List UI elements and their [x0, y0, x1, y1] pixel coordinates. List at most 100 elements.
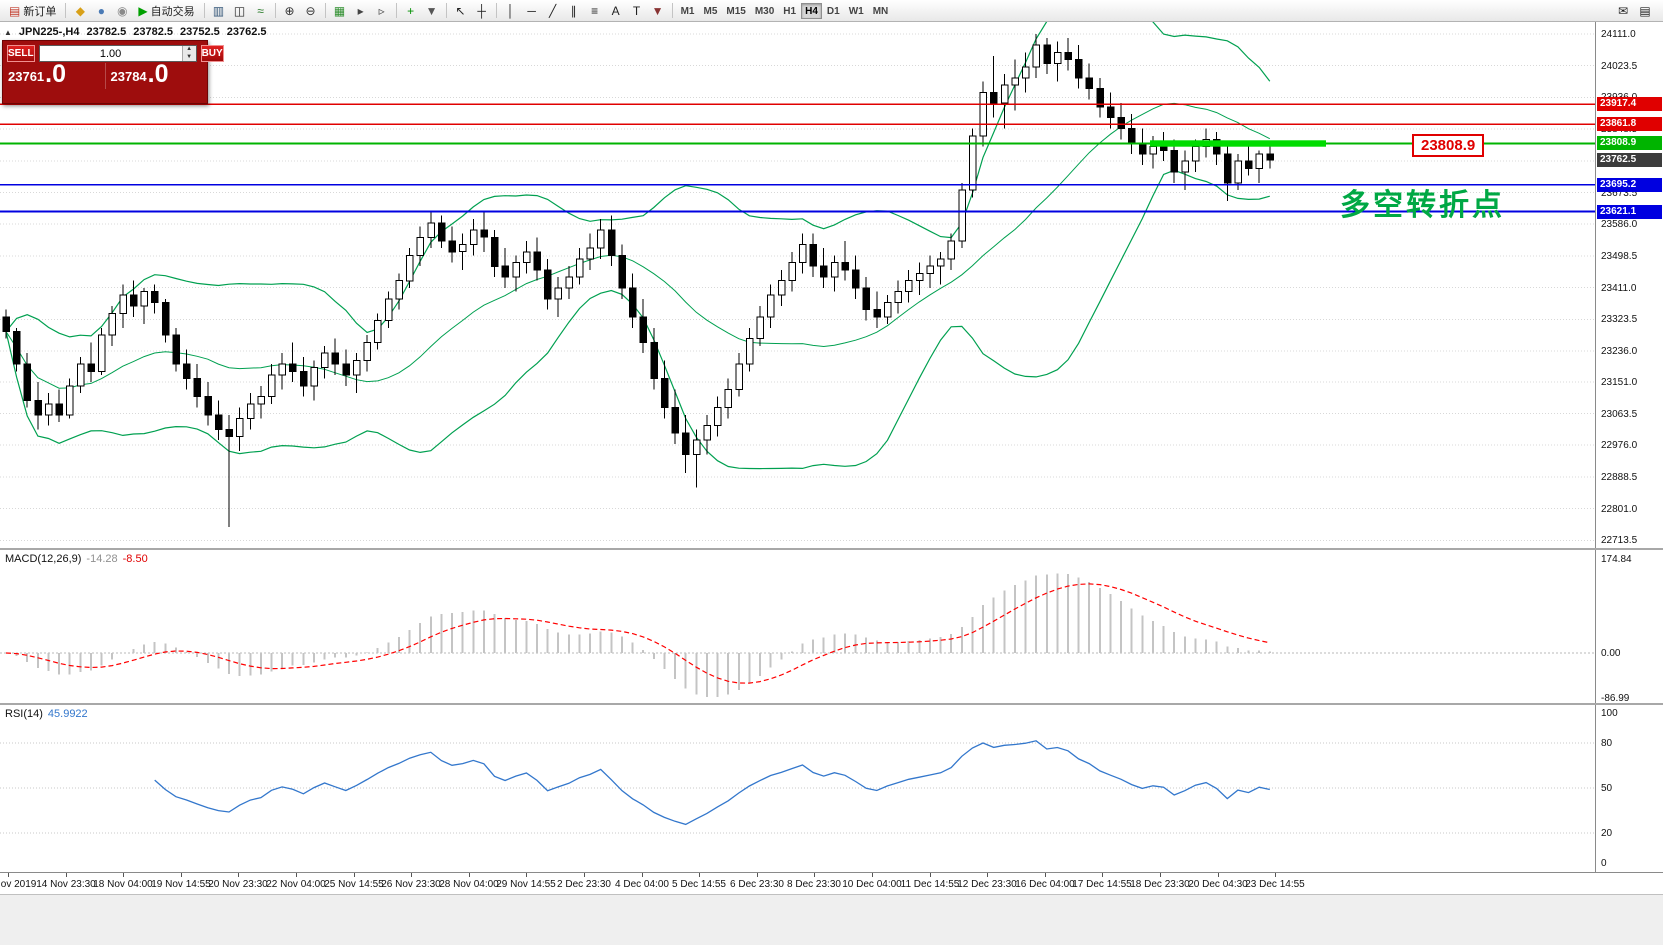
- rsi-axis-label: 50: [1601, 783, 1613, 794]
- print-button[interactable]: ▤: [1635, 2, 1655, 20]
- price-tag: 23695.2: [1597, 178, 1662, 192]
- timeframe-d1-button[interactable]: D1: [823, 3, 844, 19]
- chart-symbol-info: ▲ JPN225-,H4 23782.5 23782.5 23752.5 237…: [4, 26, 267, 38]
- candlestick-chart-button[interactable]: ◫: [230, 2, 250, 20]
- macd-histogram: [15, 573, 1271, 698]
- macd-axis-label: 174.84: [1601, 554, 1632, 565]
- time-axis-label: 11 Dec 14:55: [900, 879, 960, 890]
- time-axis-tick: [296, 873, 297, 877]
- timeframe-mn-button[interactable]: MN: [869, 3, 893, 19]
- cursor-button[interactable]: ↖: [451, 2, 471, 20]
- time-axis-tick: [526, 873, 527, 877]
- trendline-button[interactable]: ╱: [543, 2, 563, 20]
- time-axis-tick: [584, 873, 585, 877]
- ohlc-high: 23782.5: [133, 26, 173, 38]
- horizontal-line-button[interactable]: ─: [522, 2, 542, 20]
- time-axis-tick: [8, 873, 9, 877]
- timeframe-m15-button[interactable]: M15: [722, 3, 749, 19]
- ohlc-low: 23752.5: [180, 26, 220, 38]
- fibonacci-button[interactable]: ≡: [585, 2, 605, 20]
- timeframe-w1-button[interactable]: W1: [845, 3, 868, 19]
- rsi-axis-label: 80: [1601, 738, 1613, 749]
- indicators-button[interactable]: +: [401, 2, 421, 20]
- macd-axis-label: 0.00: [1601, 648, 1621, 659]
- macd-axis[interactable]: 174.84 0.00 -86.99: [1595, 550, 1663, 703]
- panel-splitter[interactable]: [0, 548, 1663, 550]
- price-axis-label: 22888.5: [1601, 472, 1638, 483]
- arrows-button[interactable]: ▼: [648, 2, 668, 20]
- text-label-button[interactable]: T: [627, 2, 647, 20]
- sell-button[interactable]: SELL: [7, 45, 35, 62]
- templates-button[interactable]: ▼: [422, 2, 442, 20]
- text-button[interactable]: A: [606, 2, 626, 20]
- zoom-in-icon: ⊕: [284, 3, 295, 18]
- price-axis-label: 23063.5: [1601, 409, 1638, 420]
- price-axis-label: 23411.0: [1601, 283, 1637, 294]
- candles-layer: [2, 34, 1274, 528]
- buy-price[interactable]: 23784 .0: [104, 62, 208, 89]
- timeframe-h1-button[interactable]: H1: [779, 3, 800, 19]
- ohlc-open: 23782.5: [86, 26, 127, 38]
- time-axis-label: 29 Nov 14:55: [496, 879, 556, 890]
- rsi-axis-label: 0: [1601, 858, 1607, 869]
- auto-scroll-button[interactable]: ▸: [351, 2, 371, 20]
- channel-button[interactable]: ∥: [564, 2, 584, 20]
- zoom-in-button[interactable]: ⊕: [280, 2, 300, 20]
- rsi-label: RSI(14) 45.9922: [5, 708, 88, 720]
- zoom-out-icon: ⊖: [305, 3, 316, 18]
- toolbar-separator: [65, 3, 67, 18]
- bar-chart-button[interactable]: ▥: [209, 2, 229, 20]
- text-label-icon: T: [632, 3, 641, 18]
- time-axis-label: 17 Dec 14:55: [1072, 879, 1132, 890]
- volume-input[interactable]: [39, 46, 182, 61]
- chart-annotation-text[interactable]: 多空转折点: [1340, 189, 1505, 222]
- new-order-button[interactable]: ▤ 新订单: [4, 2, 61, 20]
- volume-down-button[interactable]: ▼: [182, 53, 196, 61]
- time-axis-label: 23 Dec 14:55: [1245, 879, 1305, 890]
- sound-button[interactable]: ◉: [112, 2, 132, 20]
- time-axis-tick: [757, 873, 758, 877]
- timeframe-h4-button[interactable]: H4: [801, 2, 822, 19]
- sell-price[interactable]: 23761 .0: [3, 62, 105, 89]
- toolbar-separator: [324, 3, 326, 18]
- chart-shift-button[interactable]: ▹: [372, 2, 392, 20]
- auto-trading-button[interactable]: ▶ 自动交易: [133, 2, 199, 20]
- time-axis-tick: [238, 873, 239, 877]
- macd-canvas[interactable]: [0, 550, 1595, 703]
- indicators-icon: +: [407, 3, 415, 18]
- tile-windows-button[interactable]: ▦: [330, 2, 350, 20]
- price-axis-label: 24023.5: [1601, 61, 1638, 72]
- time-axis-label: 28 Nov 04:00: [439, 879, 499, 890]
- price-axis[interactable]: 24111.024023.523936.023848.523761.023673…: [1595, 22, 1663, 548]
- symbol-period-label: JPN225-,H4: [18, 26, 80, 38]
- time-axis-label: 13 Nov 2019: [0, 879, 37, 890]
- rsi-axis[interactable]: 100 80 50 20 0: [1595, 705, 1663, 872]
- line-chart-button[interactable]: ≈: [251, 2, 271, 20]
- price-callout-box[interactable]: 23808.9: [1412, 134, 1485, 157]
- profile-button[interactable]: ●: [91, 2, 111, 20]
- rsi-panel: 100 80 50 20 0 RSI(14) 45.9922: [0, 705, 1663, 872]
- zoom-out-button[interactable]: ⊖: [301, 2, 321, 20]
- panel-splitter[interactable]: [0, 703, 1663, 705]
- macd-signal-line: [5, 583, 1270, 684]
- timeframe-m1-button[interactable]: M1: [677, 3, 699, 19]
- highlight-trendline[interactable]: [1150, 140, 1326, 147]
- timeframe-m30-button[interactable]: M30: [751, 3, 778, 19]
- volume-spinners: ▲ ▼: [181, 46, 196, 61]
- vertical-line-button[interactable]: │: [501, 2, 521, 20]
- time-axis-tick: [642, 873, 643, 877]
- mail-button[interactable]: ✉: [1613, 2, 1633, 20]
- favorites-button[interactable]: ◆: [70, 2, 90, 20]
- main-chart-canvas[interactable]: [0, 22, 1595, 548]
- level-lines[interactable]: [0, 103, 1595, 213]
- volume-up-button[interactable]: ▲: [182, 46, 196, 54]
- auto-trading-icon: ▶: [138, 3, 148, 18]
- one-click-toggle-icon[interactable]: ▲: [4, 27, 12, 37]
- buy-button[interactable]: BUY: [200, 45, 224, 62]
- crosshair-button[interactable]: ┼: [472, 2, 492, 20]
- rsi-canvas[interactable]: [0, 705, 1595, 872]
- current-price-tag: 23762.5: [1597, 153, 1662, 167]
- time-axis-label: 14 Nov 23:30: [36, 879, 96, 890]
- timeframe-m5-button[interactable]: M5: [699, 3, 721, 19]
